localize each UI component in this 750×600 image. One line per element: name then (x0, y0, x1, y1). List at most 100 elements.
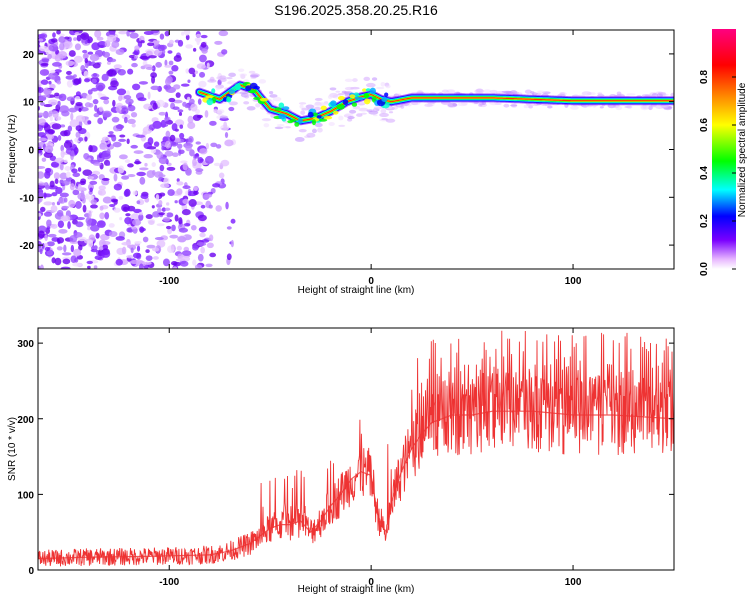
noise-blob (42, 193, 53, 198)
noise-blob (192, 47, 197, 52)
noise-blob (205, 263, 213, 268)
noise-blob (185, 34, 190, 41)
noise-blob (136, 200, 141, 205)
noise-blob (89, 180, 98, 185)
noise-blob (190, 103, 198, 112)
noise-blob (111, 116, 120, 123)
noise-blob (94, 255, 103, 260)
noise-blob (181, 209, 191, 216)
noise-blob (136, 245, 141, 252)
noise-blob (40, 79, 49, 85)
ridge-blob (311, 119, 317, 126)
noise-blob (90, 204, 98, 209)
halo-blob (276, 123, 285, 127)
noise-blob (130, 259, 140, 265)
noise-blob (198, 54, 207, 63)
noise-blob (179, 124, 184, 129)
noise-blob (38, 230, 45, 239)
noise-blob (199, 232, 206, 238)
colorbar-label: Normalized spectral amplitude (737, 82, 748, 217)
noise-blob (166, 166, 176, 171)
noise-blob (123, 189, 129, 197)
noise-blob (41, 243, 45, 249)
halo-blob (246, 106, 256, 111)
noise-blob (117, 69, 126, 76)
noise-blob (192, 158, 197, 167)
noise-blob (228, 106, 235, 112)
noise-blob (119, 154, 128, 160)
noise-blob (73, 55, 83, 63)
noise-blob (192, 259, 197, 266)
halo-blob (269, 90, 274, 95)
noise-blob (75, 115, 86, 122)
noise-blob (73, 74, 77, 78)
ridge-blob (336, 103, 345, 110)
noise-blob (200, 204, 206, 209)
noise-blob (165, 130, 171, 138)
noise-blob (168, 70, 174, 75)
noise-blob (143, 30, 154, 35)
noise-blob (168, 39, 174, 45)
noise-blob (75, 95, 81, 100)
noise-blob (131, 62, 138, 68)
noise-blob (185, 190, 189, 196)
noise-blob (51, 62, 62, 67)
noise-blob (70, 244, 75, 253)
ridge-blob (365, 88, 371, 92)
noise-blob (75, 200, 82, 209)
noise-blob (111, 69, 117, 76)
noise-blob (151, 162, 156, 167)
noise-blob (159, 192, 166, 197)
noise-blob (158, 200, 163, 206)
noise-blob (121, 175, 130, 180)
noise-blob (63, 141, 73, 149)
noise-blob (126, 138, 130, 145)
halo-blob (615, 105, 623, 111)
noise-blob (82, 204, 87, 213)
noise-blob (56, 246, 63, 251)
y-tick-label: 300 (17, 339, 34, 350)
noise-blob (65, 60, 75, 66)
noise-blob (162, 258, 170, 267)
noise-blob (167, 189, 175, 196)
noise-blob (150, 85, 160, 91)
noise-blob (66, 96, 75, 102)
noise-blob (58, 228, 68, 234)
x-tick-label: -100 (159, 276, 179, 287)
noise-blob (159, 164, 165, 172)
noise-blob (75, 131, 81, 139)
noise-blob (119, 217, 123, 221)
noise-blob (44, 167, 52, 173)
noise-blob (42, 94, 50, 98)
noise-blob (197, 98, 202, 105)
noise-blob (215, 205, 222, 212)
noise-blob (101, 177, 110, 181)
noise-blob (156, 223, 165, 227)
noise-blob (180, 160, 188, 164)
ridge-blob (323, 115, 333, 120)
noise-blob (169, 234, 179, 239)
noise-blob (54, 157, 65, 164)
noise-blob (226, 226, 232, 230)
halo-blob (524, 89, 532, 94)
noise-blob (144, 162, 148, 167)
noise-blob (134, 240, 142, 245)
noise-blob (48, 110, 58, 115)
halo-blob (314, 97, 323, 101)
noise-blob (98, 185, 106, 191)
noise-blob (73, 232, 83, 239)
noise-blob (76, 236, 87, 242)
ridge-blob (330, 100, 337, 107)
noise-blob (160, 123, 169, 127)
noise-blob (113, 173, 118, 182)
noise-blob (204, 110, 209, 118)
noise-blob (61, 110, 70, 117)
noise-blob (69, 183, 75, 191)
noise-blob (68, 107, 78, 113)
noise-blob (70, 112, 74, 121)
noise-blob (220, 159, 230, 167)
noise-blob (157, 207, 162, 213)
ridge-blob (282, 106, 290, 111)
noise-blob (143, 141, 153, 150)
